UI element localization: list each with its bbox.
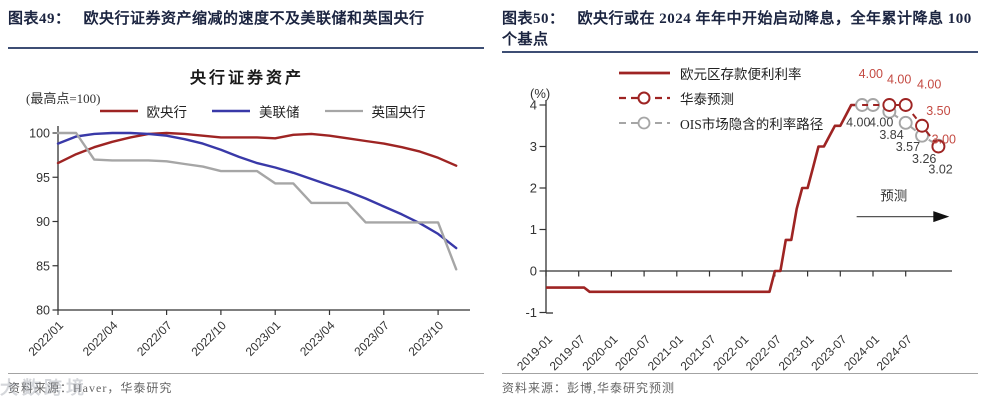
legend-item-huatai-forecast: 华泰预测 [618, 85, 823, 110]
legend-swatch-deposit-rate-line [619, 71, 670, 74]
x-tick-label: 2023/01 [243, 318, 284, 359]
legend-swatch-ecb-line [99, 109, 138, 113]
huatai-forecast-point-marker [931, 139, 946, 154]
x-tick-label: 2023/04 [297, 318, 338, 359]
figure-50-label: 图表50： [502, 11, 565, 27]
legend-label-deposit-rate: 欧元区存款便利利率 [680, 66, 802, 82]
legend-item-ecb: 欧央行 [99, 101, 188, 121]
percent-axis-label: (%) [530, 86, 551, 101]
point-value-label: 4.00 [887, 72, 911, 86]
legend-item-deposit-rate: 欧元区存款便利利率 [618, 60, 823, 85]
legend: 欧元区存款便利利率 华泰预测 OIS市场隐含的利率路径 [618, 60, 823, 135]
huatai-forecast-point-marker [898, 98, 913, 112]
point-value-label: 3.26 [912, 152, 936, 166]
x-tick-label: 2022/01 [26, 318, 67, 359]
huatai-forecast-line [862, 104, 940, 148]
legend-item-boe: 英国央行 [324, 101, 426, 121]
x-tick-label: 2023/07 [351, 318, 392, 359]
point-value-label: 4.00 [917, 77, 941, 91]
source-divider [8, 373, 484, 374]
legend-label-ecb: 欧央行 [146, 105, 188, 120]
point-value-label: 4.00 [869, 115, 893, 129]
legend-swatch-boe-line [324, 109, 363, 113]
point-value-label: 3.84 [879, 128, 903, 142]
legend-swatch-forecast-line [619, 91, 670, 104]
y-tick-label: 2 [530, 181, 537, 196]
huatai-forecast-point-marker [915, 118, 929, 133]
point-value-label: 3.57 [896, 140, 920, 154]
y-tick-label: 0 [530, 264, 537, 279]
forecast-arrow-head [933, 211, 950, 223]
legend-label-ois-path: OIS市场隐含的利率路径 [680, 116, 824, 132]
figure-50-panel: 图表50： 欧央行或在 2024 年年中开始启动降息，全年累计降息 100 个基点… [494, 0, 988, 406]
legend-swatch-ois-line [619, 116, 670, 129]
chart-title: 央行证券资产 [189, 70, 304, 87]
deposit-rate-line [546, 103, 863, 294]
y-tick-label: 3 [530, 139, 537, 154]
source-divider [502, 373, 978, 374]
source-text: 资料来源：彭博,华泰研究预测 [502, 381, 676, 395]
ois-path-point-marker [898, 115, 913, 130]
x-tick-label: 2024-07 [874, 332, 915, 373]
ois-path-line [862, 104, 939, 147]
figure-49-label: 图表49： [8, 11, 71, 27]
figure-49-title: 图表49： 欧央行证券资产缩减的速度不及美联储和英国央行 [8, 9, 482, 30]
figure-50-title-text: 欧央行或在 2024 年年中开始启动降息，全年累计降息 100 个基点 [502, 11, 972, 48]
legend-label-fed: 美联储 [259, 105, 300, 120]
legend-label-boe: 英国央行 [371, 105, 426, 120]
legend: 欧央行 美联储 英国央行 [0, 101, 494, 121]
x-tick-label: 2022/07 [134, 318, 175, 359]
legend-label-huatai-forecast: 华泰预测 [680, 91, 734, 107]
x-tick-label: 2023/10 [406, 318, 447, 359]
point-value-label: 3.50 [926, 104, 950, 118]
title-underline [502, 51, 978, 53]
forecast-label: 预测 [880, 188, 907, 203]
source-text: 资料来源：Haver，华泰研究 [8, 381, 173, 395]
title-underline [8, 47, 484, 49]
point-value-label: 3.00 [932, 132, 956, 146]
y-tick-label: 1 [530, 222, 537, 237]
huatai-forecast-point-marker [882, 98, 897, 112]
point-value-label: 4.00 [859, 67, 883, 81]
y-tick-label: 100 [29, 127, 50, 141]
y-tick-label: 4 [530, 98, 537, 113]
legend-item-ois-path: OIS市场隐含的利率路径 [618, 110, 823, 135]
y-tick-label: 80 [36, 304, 50, 318]
boe-line [56, 131, 458, 271]
y-tick-label: -1 [525, 305, 537, 320]
unit-note-label: (最高点=100) [26, 91, 101, 106]
y-tick-label: 85 [36, 259, 50, 273]
figure-50-title: 图表50： 欧央行或在 2024 年年中开始启动降息，全年累计降息 100 个基点 [502, 9, 976, 51]
figure-49-panel: 图表49： 欧央行证券资产缩减的速度不及美联储和英国央行 央行证券资产 (最高点=… [0, 9, 494, 398]
figure-49-title-text: 欧央行证券资产缩减的速度不及美联储和英国央行 [83, 11, 425, 27]
x-tick-label: 2022/10 [188, 318, 229, 359]
fed-line [56, 131, 458, 250]
point-value-label: 3.02 [928, 162, 952, 176]
y-tick-label: 90 [36, 215, 50, 229]
legend-swatch-fed-line [212, 109, 250, 113]
y-tick-label: 95 [36, 171, 50, 185]
ecb-line [56, 131, 458, 167]
x-tick-label: 2022/04 [80, 318, 121, 359]
legend-item-fed: 美联储 [211, 101, 300, 121]
point-value-label: 4.00 [846, 115, 870, 129]
policy-rate-chart-canvas: 43210-12019-012019-072020-012020-072021-… [514, 67, 956, 373]
